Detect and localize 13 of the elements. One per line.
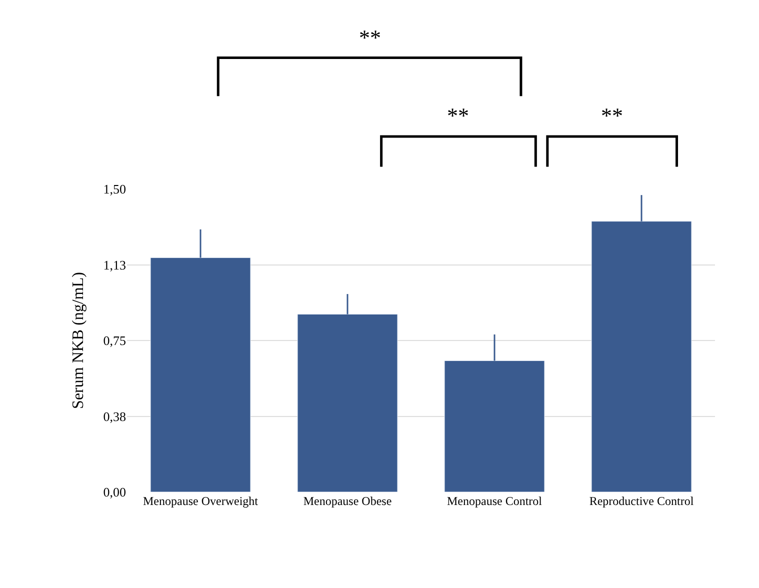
x-tick-label: Menopause Control — [447, 494, 543, 508]
text: ** — [359, 25, 381, 50]
text: ** — [601, 103, 623, 128]
x-tick-label: Menopause Obese — [303, 494, 392, 508]
y-tick-label: 0,38 — [103, 408, 126, 424]
y-tick-label: 0,75 — [103, 333, 126, 348]
text: ** — [447, 103, 469, 128]
y-axis-title: Serum NKB (ng/mL) — [70, 272, 88, 409]
y-tick-label: 1,50 — [103, 182, 126, 197]
y-tick-label: 1,13 — [103, 257, 126, 272]
x-tick-label: Reproductive Control — [589, 494, 694, 508]
y-tick-label: 0,00 — [103, 484, 126, 500]
x-tick-label: Menopause Overweight — [143, 494, 259, 508]
